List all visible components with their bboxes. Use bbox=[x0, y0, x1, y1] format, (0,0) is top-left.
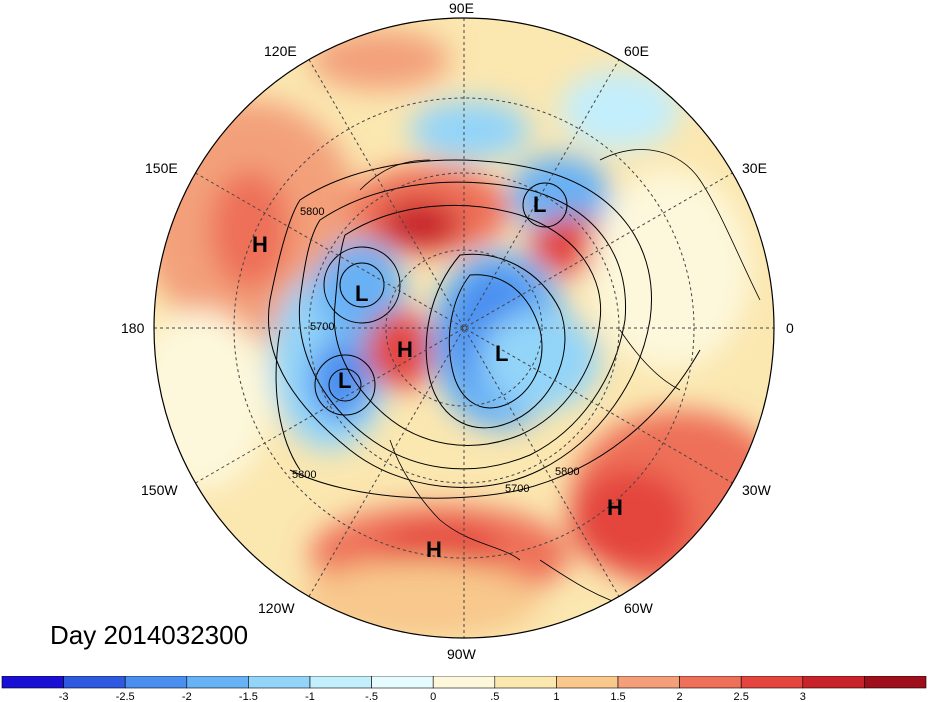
colorbar: -3 -2.5 -2 -1.5 -1 -.5 0 .5 1 1.5 2 2.5 3 bbox=[1, 676, 927, 702]
colorbar-tick-label: .5 bbox=[490, 691, 499, 702]
colorbar-cell bbox=[248, 676, 311, 689]
colorbar-tick-label: -.5 bbox=[365, 691, 378, 702]
colorbar-cell bbox=[432, 676, 496, 689]
contour-label: 5700 bbox=[310, 321, 334, 333]
colorbar-cell bbox=[371, 676, 434, 689]
colorbar-cell bbox=[309, 676, 372, 689]
colorbar-cell bbox=[556, 676, 619, 689]
colorbar-tick-label: 3 bbox=[800, 691, 806, 702]
longitude-label: 30E bbox=[742, 160, 767, 176]
colorbar-tick-label: 2 bbox=[677, 691, 683, 702]
map-boundary bbox=[153, 17, 775, 639]
high-pressure-marker: H bbox=[252, 232, 268, 257]
colorbar-cell bbox=[864, 676, 927, 689]
longitude-label: 180 bbox=[121, 320, 145, 336]
colorbar-ticks: -3 -2.5 -2 -1.5 -1 -.5 0 .5 1 1.5 2 2.5 3 bbox=[59, 691, 806, 702]
longitude-label: 60W bbox=[624, 600, 654, 616]
colorbar-tick-label: -2 bbox=[182, 691, 192, 702]
colorbar-cell bbox=[124, 676, 188, 689]
colorbar-tick-label: 0 bbox=[430, 691, 436, 702]
longitude-label: 60E bbox=[624, 43, 649, 59]
low-pressure-marker: L bbox=[495, 341, 508, 366]
graticule bbox=[154, 18, 774, 638]
colorbar-cells bbox=[1, 676, 927, 689]
colorbar-cell bbox=[63, 676, 126, 689]
high-pressure-marker: H bbox=[397, 337, 413, 362]
longitude-label: 150W bbox=[141, 482, 178, 498]
colorbar-tick-label: 2.5 bbox=[734, 691, 749, 702]
colorbar-cell bbox=[186, 676, 249, 689]
anomaly-field bbox=[154, 18, 774, 638]
contour-label: 5800 bbox=[300, 206, 324, 218]
contour-label: 5800 bbox=[555, 466, 579, 478]
height-contours bbox=[268, 159, 701, 499]
colorbar-tick-label: -2.5 bbox=[116, 691, 135, 702]
colorbar-tick-label: -1 bbox=[305, 691, 315, 702]
longitude-label: 120E bbox=[264, 43, 297, 59]
contour-label: 5700 bbox=[505, 483, 529, 495]
low-pressure-marker: L bbox=[338, 368, 351, 393]
longitude-label: 120W bbox=[258, 600, 295, 616]
colorbar-cell bbox=[679, 676, 742, 689]
contour-label: 5800 bbox=[292, 469, 316, 481]
date-title: Day 2014032300 bbox=[50, 620, 249, 650]
polar-map: 5800 5700 5800 5700 5800 H L L H L L H H… bbox=[121, 0, 794, 662]
high-pressure-marker: H bbox=[426, 537, 442, 562]
colorbar-cell bbox=[802, 676, 865, 689]
longitude-label: 90W bbox=[447, 646, 477, 662]
colorbar-cell bbox=[740, 676, 804, 689]
colorbar-tick-label: -1.5 bbox=[239, 691, 258, 702]
colorbar-tick-label: 1 bbox=[553, 691, 559, 702]
colorbar-tick-label: 1.5 bbox=[610, 691, 625, 702]
colorbar-cell bbox=[1, 676, 64, 689]
longitude-label: 0 bbox=[786, 320, 794, 336]
colorbar-cell bbox=[617, 676, 680, 689]
colorbar-tick-label: -3 bbox=[59, 691, 69, 702]
low-pressure-marker: L bbox=[533, 192, 546, 217]
longitude-label: 90E bbox=[449, 0, 474, 16]
colorbar-cell bbox=[494, 676, 557, 689]
longitude-label: 150E bbox=[145, 160, 178, 176]
longitude-label: 30W bbox=[742, 482, 772, 498]
low-pressure-marker: L bbox=[355, 281, 368, 306]
high-pressure-marker: H bbox=[607, 495, 623, 520]
